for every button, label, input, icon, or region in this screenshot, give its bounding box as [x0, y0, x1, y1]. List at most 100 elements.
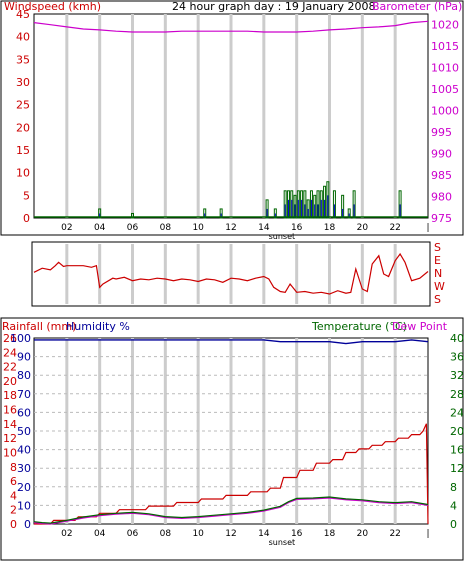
average-bar	[307, 208, 309, 218]
average-bar	[327, 195, 329, 218]
temp-tick-label: 4	[450, 499, 457, 512]
average-bar	[220, 213, 222, 218]
wind-tick-label: 5	[23, 189, 30, 202]
rain-tick-label: 10	[3, 446, 17, 459]
rain-tick-label: 8	[10, 461, 17, 474]
wind-tick-label: 25	[16, 99, 30, 112]
wind-baro-chart: 0510152025303540459759809859909951000100…	[16, 8, 459, 241]
top-x-tick-label: 12	[225, 223, 236, 233]
humidity-tick-label: 50	[17, 425, 31, 438]
bottom-x-tick-label: |	[426, 529, 429, 539]
dewpoint-line	[33, 497, 429, 525]
top-x-tick-label: 22	[389, 223, 400, 233]
temp-tick-label: 20	[450, 425, 464, 438]
rain-tick-label: 6	[10, 475, 17, 488]
top-x-tick-label: 08	[160, 223, 172, 233]
humidity-tick-label: 0	[24, 518, 31, 531]
direction-tick-label: W	[434, 280, 445, 293]
bottom-x-tick-label: 08	[160, 529, 172, 539]
baro-tick-label: 980	[431, 191, 452, 204]
bottom-sunset-label: sunset	[269, 538, 296, 547]
average-bar	[301, 199, 303, 218]
temp-tick-label: 40	[450, 332, 464, 345]
temperature-line	[33, 496, 429, 524]
average-bar	[320, 199, 322, 218]
temp-tick-label: 0	[450, 518, 457, 531]
bottom-x-tick-label: 20	[357, 529, 369, 539]
baro-tick-label: 995	[431, 126, 452, 139]
rain-tick-label: 14	[3, 418, 17, 431]
top-x-tick-label: 16	[291, 223, 303, 233]
rain-humidity-temp-chart: 0246810121416182022242601020304050607080…	[3, 332, 464, 547]
direction-tick-label: S	[434, 293, 441, 306]
graph-title: 24 hour graph day : 19 January 2008	[172, 0, 376, 13]
average-bar	[204, 213, 206, 218]
humidity-tick-label: 90	[17, 351, 31, 364]
average-bar	[348, 213, 350, 218]
average-bar	[304, 204, 306, 218]
baro-tick-label: 1015	[431, 40, 459, 53]
top-x-tick-label: 06	[127, 223, 139, 233]
direction-tick-label: E	[434, 254, 441, 267]
baro-tick-label: 1005	[431, 83, 459, 96]
temp-axis-title: Temperature (°C)	[311, 320, 407, 333]
average-bar	[99, 213, 101, 218]
top-x-tick-label: 04	[94, 223, 106, 233]
baro-tick-label: 1000	[431, 105, 459, 118]
rain-tick-label: 26	[3, 332, 17, 345]
wind-tick-label: 35	[16, 53, 30, 66]
top-x-tick-label: 10	[192, 223, 204, 233]
average-bar	[266, 208, 268, 218]
temp-tick-label: 8	[450, 481, 457, 494]
humidity-tick-label: 80	[17, 369, 31, 382]
bottom-x-tick-label: 04	[94, 529, 106, 539]
top-x-tick-label: 20	[357, 223, 369, 233]
wind-tick-label: 10	[16, 167, 30, 180]
temp-tick-label: 16	[450, 444, 464, 457]
average-bar	[353, 204, 355, 218]
bottom-x-tick-label: 14	[258, 529, 270, 539]
baro-axis-title: Barometer (hPa)	[372, 0, 462, 13]
humidity-axis-title: Humidity %	[66, 320, 130, 333]
wind-tick-label: 20	[16, 121, 30, 134]
bottom-x-tick-label: 02	[61, 529, 72, 539]
direction-tick-label: S	[434, 241, 441, 254]
rain-tick-label: 16	[3, 404, 17, 417]
direction-tick-label: N	[434, 267, 442, 280]
temp-tick-label: 36	[450, 351, 464, 364]
baro-tick-label: 975	[431, 212, 452, 225]
rain-tick-label: 2	[10, 504, 17, 517]
rain-tick-label: 4	[10, 489, 17, 502]
humidity-line	[34, 339, 429, 345]
rain-tick-label: 12	[3, 432, 17, 445]
temp-tick-label: 32	[450, 369, 464, 382]
baro-tick-label: 990	[431, 148, 452, 161]
top-x-tick-label: 02	[61, 223, 72, 233]
wind-tick-label: 15	[16, 144, 30, 157]
humidity-tick-label: 40	[17, 444, 31, 457]
temp-tick-label: 12	[450, 462, 464, 475]
humidity-tick-label: 70	[17, 388, 31, 401]
top-sunset-label: sunset	[269, 232, 296, 241]
average-bar	[294, 204, 296, 218]
bottom-x-tick-label: 10	[192, 529, 204, 539]
average-bar	[333, 204, 335, 218]
direction-panel-border	[31, 241, 431, 307]
average-bar	[314, 204, 316, 218]
average-bar	[297, 199, 299, 218]
humidity-tick-label: 20	[17, 481, 31, 494]
humidity-tick-label: 30	[17, 462, 31, 475]
humidity-tick-label: 10	[17, 499, 31, 512]
temp-tick-label: 28	[450, 388, 464, 401]
top-x-tick-label: 18	[324, 223, 336, 233]
bottom-x-tick-label: 06	[127, 529, 139, 539]
bottom-x-tick-label: 18	[324, 529, 336, 539]
rain-tick-label: 20	[3, 375, 17, 388]
baro-tick-label: 1020	[431, 19, 459, 32]
bottom-x-tick-label: 12	[225, 529, 236, 539]
wind-tick-label: 30	[16, 76, 30, 89]
humidity-tick-label: 60	[17, 406, 31, 419]
wind-axis-title: Windspeed (kmh)	[4, 0, 101, 13]
